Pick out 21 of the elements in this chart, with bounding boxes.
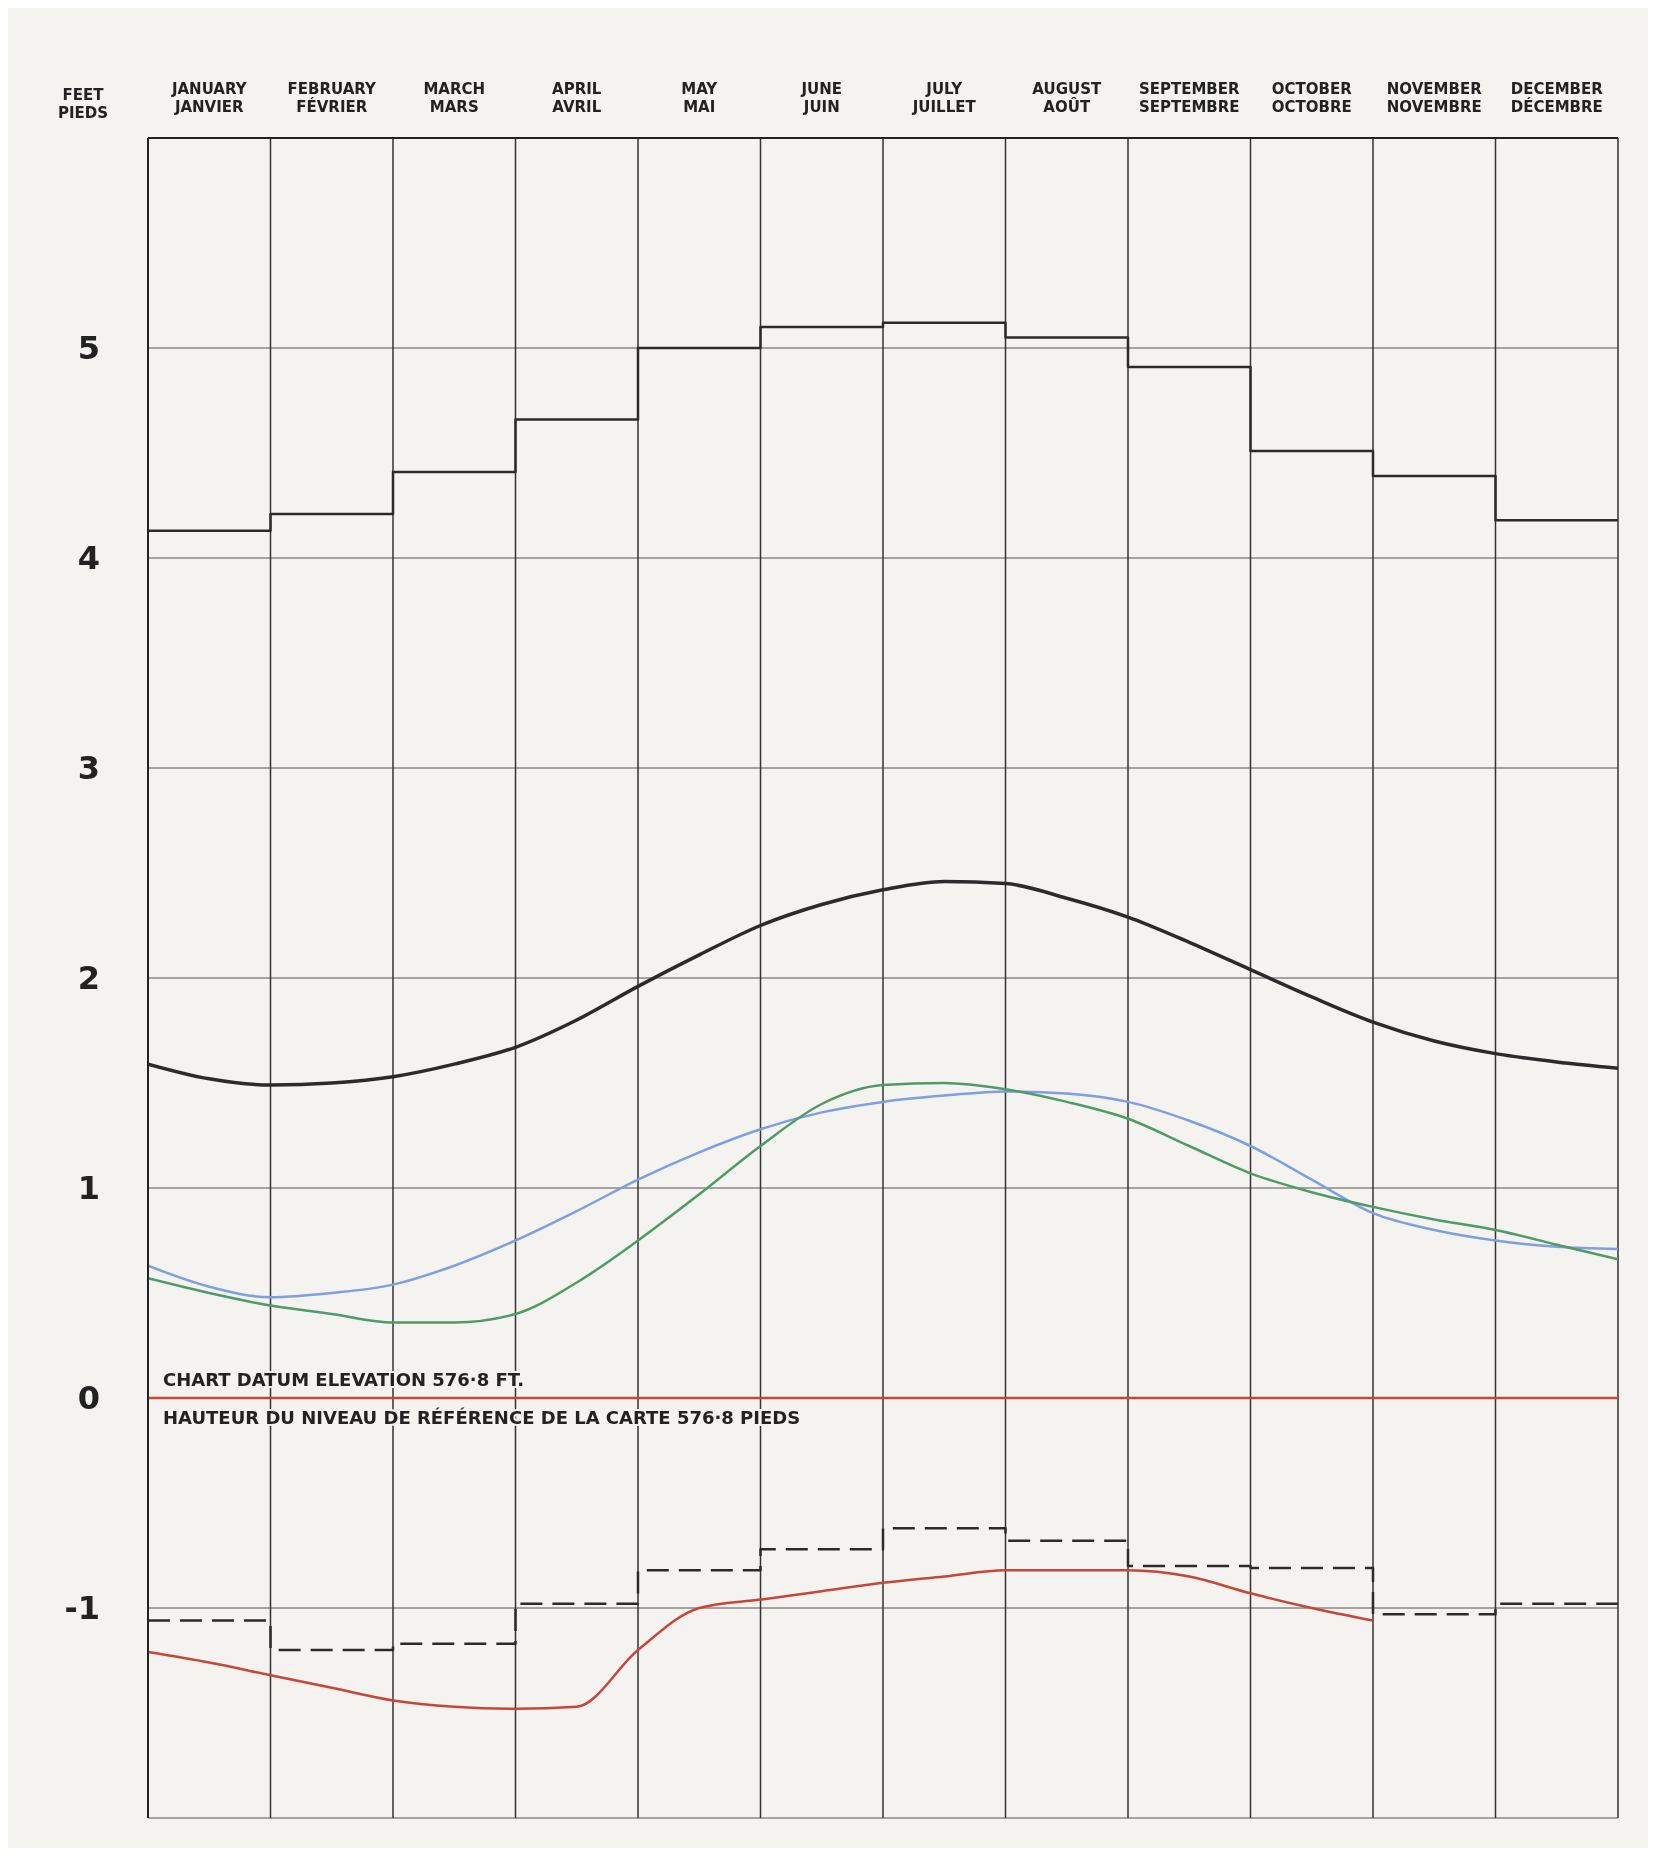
x-tick-label: JANUARY JANVIER bbox=[170, 80, 248, 116]
x-tick-label: JUNE JUIN bbox=[800, 80, 843, 116]
y-tick-label: 2 bbox=[77, 959, 100, 998]
x-tick-label: FEBRUARY FÉVRIER bbox=[287, 80, 378, 116]
y-tick-label: -1 bbox=[64, 1589, 100, 1628]
x-tick-label: SEPTEMBER SEPTEMBRE bbox=[1138, 80, 1241, 116]
x-tick-label: JULY JUILLET bbox=[911, 80, 977, 116]
x-tick-label: OCTOBER OCTOBRE bbox=[1271, 80, 1353, 116]
x-tick-label: AUGUST AOÛT bbox=[1032, 80, 1102, 116]
y-tick-label: 3 bbox=[77, 749, 100, 788]
y-tick-label: 4 bbox=[77, 539, 100, 578]
y-axis-title: FEET PIEDS bbox=[56, 86, 110, 122]
x-tick-label: DECEMBER DÉCEMBRE bbox=[1510, 80, 1604, 116]
y-tick-label: 5 bbox=[77, 329, 100, 368]
x-tick-label: MARCH MARS bbox=[423, 80, 486, 116]
y-tick-label: 1 bbox=[77, 1169, 100, 1208]
x-tick-label: MAY MAI bbox=[681, 80, 719, 116]
y-tick-label: 0 bbox=[77, 1379, 100, 1418]
line-series bbox=[148, 1568, 1375, 1711]
x-tick-label: APRIL AVRIL bbox=[552, 80, 602, 116]
x-tick-label: NOVEMBER NOVEMBRE bbox=[1386, 80, 1483, 116]
